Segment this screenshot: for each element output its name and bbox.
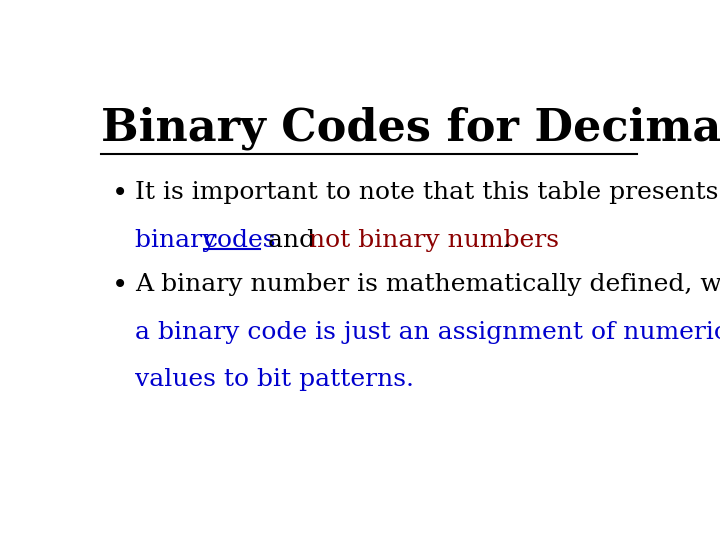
Text: •: • [112,181,129,208]
Text: a binary code is just an assignment of numeric: a binary code is just an assignment of n… [135,321,720,343]
Text: A binary number is mathematically defined, while: A binary number is mathematically define… [135,273,720,296]
Text: and: and [260,229,323,252]
Text: •: • [112,273,129,300]
Text: not binary numbers: not binary numbers [309,229,559,252]
Text: It is important to note that this table presents: It is important to note that this table … [135,181,718,204]
Text: Binary Codes for Decimal Numbers: Binary Codes for Decimal Numbers [101,106,720,150]
Text: .: . [503,229,510,252]
Text: binary: binary [135,229,224,252]
Text: values to bit patterns.: values to bit patterns. [135,368,413,392]
Text: codes: codes [204,229,276,252]
